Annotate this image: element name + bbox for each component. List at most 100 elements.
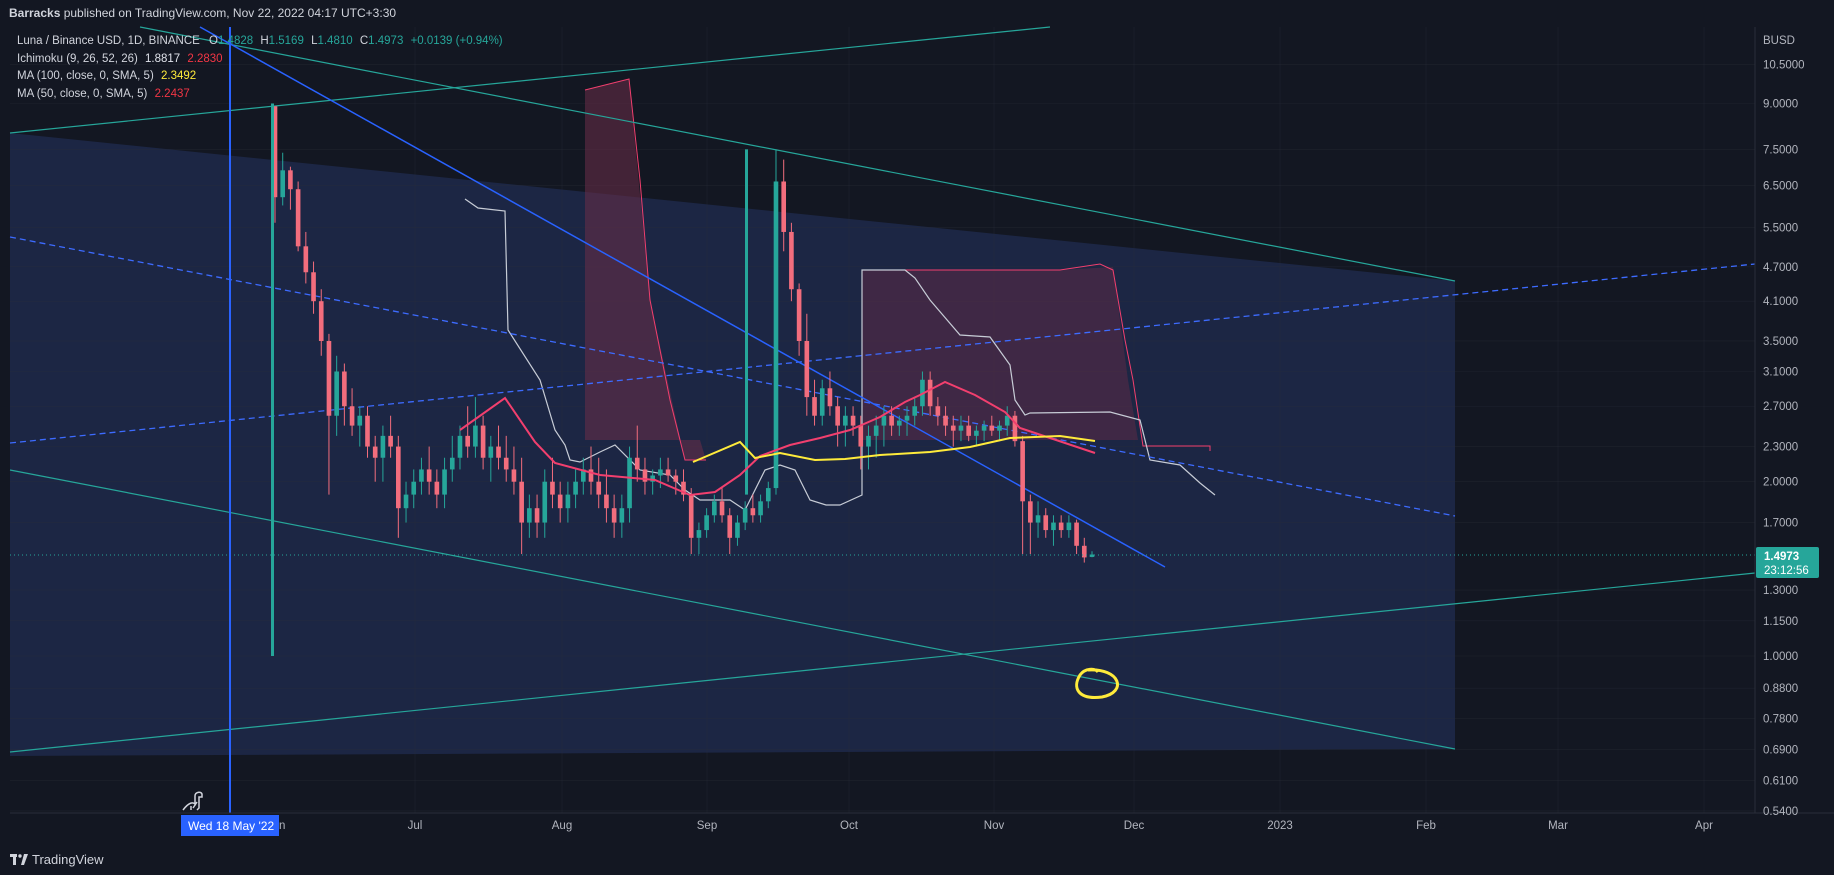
candle-30 <box>503 435 509 482</box>
l-value: 1.4810 <box>317 35 353 47</box>
ichimoku-label: Ichimoku (9, 26, 52, 26) <box>17 52 138 65</box>
y-tick-16: 0.8800 <box>1763 683 1798 695</box>
y-tick-13: 1.3000 <box>1763 585 1798 597</box>
y-tick-12: 1.7000 <box>1763 518 1798 530</box>
channel-upper <box>139 26 1456 282</box>
legend-ma100-row[interactable]: MA (100, close, 0, SMA, 5) 2.3492 <box>17 68 503 86</box>
candle-17 <box>403 481 409 523</box>
x-tick-2: Sep <box>697 820 717 832</box>
change-value: +0.0139 (+0.94%) <box>410 35 503 47</box>
y-tick-15: 1.0000 <box>1763 651 1798 663</box>
candle-38 <box>565 481 571 523</box>
candle-55 <box>696 522 702 555</box>
channel-lower <box>9 469 1456 750</box>
last-price-label <box>1756 547 1819 578</box>
candle-25 <box>465 406 471 458</box>
candle-73 <box>835 397 840 447</box>
candle-44 <box>611 494 617 538</box>
y-tick-17: 0.7800 <box>1763 713 1798 725</box>
candle-91 <box>974 425 979 447</box>
y-tick-11: 2.0000 <box>1763 477 1798 489</box>
candle-6 <box>318 289 324 356</box>
candle-99 <box>1035 501 1041 538</box>
legend-ma50-row[interactable]: MA (50, close, 0, SMA, 5) 2.2437 <box>17 86 503 104</box>
author-name[interactable]: Barracks <box>9 6 61 20</box>
ma100-value: 2.3492 <box>160 70 197 82</box>
candle-100 <box>1043 508 1049 538</box>
trendline[interactable] <box>199 26 1166 568</box>
candle-53 <box>681 469 686 502</box>
candle-49 <box>650 469 655 495</box>
candle-45 <box>619 494 625 538</box>
candle-40 <box>580 457 586 495</box>
y-tick-2: 7.5000 <box>1763 144 1798 156</box>
candle-65 <box>773 149 779 495</box>
candle-58 <box>719 488 725 523</box>
tradingview-logo[interactable]: TradingView <box>10 844 104 875</box>
y-tick-9: 2.7000 <box>1763 401 1798 413</box>
candle-5 <box>311 261 316 314</box>
candle-64 <box>765 481 771 509</box>
candle-23 <box>449 435 455 482</box>
x-tick-1: Aug <box>552 820 572 832</box>
y-tick-labels: 10.5000 9.0000 7.5000 6.5000 5.5000 4.7000 4.1… <box>1763 60 1805 818</box>
senkou-a-1 <box>584 78 706 461</box>
candle-60 <box>735 515 740 546</box>
crosshair-date-text: Wed 18 May '22 <box>188 819 274 833</box>
candle-24 <box>457 425 463 470</box>
legend-symbol-row[interactable]: Luna / Binance USD, 1D, BINANCE O1.4828 … <box>17 33 503 51</box>
candle-14 <box>380 425 386 482</box>
ichimoku-value-2: 2.2830 <box>187 52 223 65</box>
candle-67 <box>789 222 794 302</box>
candle-20 <box>426 446 432 495</box>
candle-42 <box>596 457 602 509</box>
symbol-name: Luna / Binance USD, 1D, BINANCE <box>17 35 200 47</box>
candle-28 <box>488 435 494 482</box>
candle-36 <box>550 457 555 509</box>
candle-93 <box>989 415 995 436</box>
candle-63 <box>758 494 763 523</box>
candles-group <box>271 103 1095 656</box>
x-tick-6: 2023 <box>1267 820 1293 832</box>
candle-54 <box>688 488 694 555</box>
y-tick-5: 4.7000 <box>1763 262 1798 274</box>
grid <box>10 27 1755 813</box>
x-tick-8: Mar <box>1548 820 1568 832</box>
candle-74 <box>843 406 848 447</box>
candle-92 <box>981 420 987 442</box>
candle-85 <box>927 371 933 416</box>
x-tick-0: Jul <box>408 820 423 832</box>
candle-37 <box>557 481 563 523</box>
ichimoku-value-1: 1.8817 <box>145 52 181 65</box>
dino-icon[interactable] <box>182 791 203 811</box>
published-text: published on TradingView.com, Nov 22, 20… <box>60 6 397 20</box>
candle-96 <box>1012 410 1018 447</box>
ma100-line <box>692 434 1096 463</box>
candle-15 <box>388 415 393 458</box>
ichimoku-cloud-1 <box>585 79 706 460</box>
h-value: 1.5169 <box>268 35 304 47</box>
y-tick-14: 1.1500 <box>1763 616 1798 628</box>
candle-51 <box>665 457 671 482</box>
candle-47 <box>634 425 640 482</box>
candle-94 <box>997 420 1002 442</box>
ma50-line <box>459 380 1096 497</box>
candle-3 <box>295 181 301 252</box>
candle-22 <box>442 457 447 509</box>
candle-105 <box>1081 537 1087 563</box>
last-price-value: 1.4973 <box>1764 551 1799 563</box>
c-label: C <box>359 35 369 47</box>
currency-label: BUSD <box>1763 35 1795 47</box>
candle-66 <box>781 159 787 252</box>
ma100-label: MA (100, close, 0, SMA, 5) <box>17 70 154 82</box>
crosshair-date-label <box>181 815 279 836</box>
candle-56 <box>704 508 709 538</box>
candle-81 <box>896 415 902 436</box>
price-axis[interactable] <box>1755 27 1834 813</box>
legend-ichimoku-row[interactable]: Ichimoku (9, 26, 52, 26) 1.8817 2.2830 <box>17 51 503 69</box>
candle-listing <box>271 103 274 656</box>
ma50-label: MA (50, close, 0, SMA, 5) <box>17 87 148 100</box>
candle-57 <box>712 494 717 523</box>
candle-29 <box>496 425 501 470</box>
